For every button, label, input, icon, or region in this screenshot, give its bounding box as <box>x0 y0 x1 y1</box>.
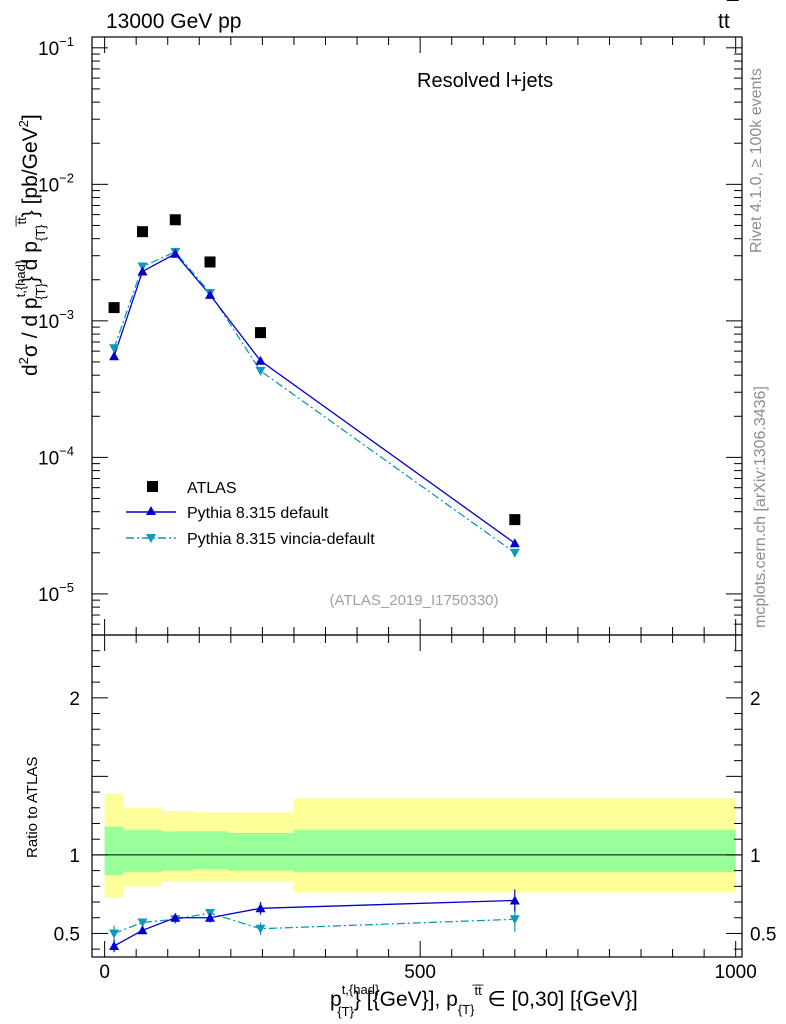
vincia-ratio-point <box>109 929 120 939</box>
default-ratio-point <box>509 895 520 905</box>
ratio-axis-ticks <box>92 635 742 957</box>
atlas-point <box>254 327 266 339</box>
ratio-y-axis-label: Ratio to ATLAS <box>24 757 41 858</box>
stat-uncertainty-band <box>161 831 193 871</box>
main-y-axis-label: d2σ / d pt,{had} {T}} d p{T}t̅t̅} [pb/GeV… <box>13 114 48 376</box>
default-point <box>255 355 266 365</box>
mcplots-label: mcplots.cern.ch [arXiv:1306.3436] <box>752 386 769 628</box>
atlas-point <box>204 256 216 268</box>
ratio-y-tick-labels: 2 2 1 1 0.5 0.5 <box>54 689 777 946</box>
vincia-ratio-line <box>113 912 515 935</box>
vincia-ratio-point <box>137 918 148 928</box>
default-line <box>113 252 516 544</box>
stat-uncertainty-band <box>192 831 228 870</box>
ratio-y-tick-label: 1 <box>69 846 80 867</box>
legend-vincia-marker <box>146 534 156 543</box>
ratio-y-tick-label-right: 1 <box>750 846 761 867</box>
ratio-y-tick-label-right: 2 <box>750 689 761 710</box>
x-axis-label: pt,{had} {T}} [{GeV}], p{T}t̅t̅ ∈ [0,30] … <box>330 982 638 1019</box>
default-point <box>137 266 148 276</box>
ratio-series-layer <box>109 889 520 953</box>
ratio-plot-frame <box>91 634 743 958</box>
ratio-x-tick-label: 1000 <box>715 962 757 983</box>
legend: ATLAS Pythia 8.315 default Pythia 8.315 … <box>126 480 375 548</box>
main-y-tick-label: 10−2 <box>38 170 74 196</box>
analysis-label: (ATLAS_2019_I1750330) <box>329 592 498 609</box>
main-y-tick-label: 10−5 <box>38 580 74 606</box>
vincia-point <box>509 548 520 558</box>
default-ratio-point <box>137 925 148 935</box>
default-point <box>109 351 120 361</box>
rivet-version-label: Rivet 4.1.0, ≥ 100k events <box>748 68 765 253</box>
ratio-y-tick-label: 0.5 <box>54 924 80 945</box>
stat-uncertainty-band <box>293 829 736 873</box>
legend-vincia-label: Pythia 8.315 vincia-default <box>187 531 375 548</box>
vincia-point <box>255 366 266 376</box>
default-point <box>170 248 181 258</box>
atlas-point <box>169 214 181 226</box>
main-y-tick-labels: 10−1 10−2 10−3 10−4 10−5 <box>38 34 74 606</box>
main-axis-ticks <box>92 37 742 635</box>
legend-atlas-marker <box>147 481 158 492</box>
atlas-point <box>509 514 521 526</box>
default-ratio-point <box>205 912 216 922</box>
atlas-point <box>136 226 148 238</box>
legend-atlas-label: ATLAS <box>187 480 237 497</box>
main-plot-title: Resolved l+jets <box>417 70 553 92</box>
ratio-y-tick-label: 2 <box>69 689 80 710</box>
default-ratio-point <box>255 903 266 913</box>
ratio-uncertainty-bands <box>104 793 736 898</box>
stat-uncertainty-band <box>123 829 162 873</box>
header-process-label: tt <box>718 10 730 33</box>
header-energy-label: 13000 GeV pp <box>106 10 241 33</box>
vincia-ratio-point <box>509 915 520 925</box>
default-ratio-point <box>109 941 120 951</box>
main-y-tick-label: 10−1 <box>38 34 74 60</box>
vincia-ratio-point <box>255 924 266 934</box>
default-ratio-line <box>113 899 515 947</box>
atlas-point <box>108 302 120 314</box>
stat-uncertainty-band <box>227 832 294 871</box>
stat-uncertainty-band <box>104 826 124 876</box>
header-process-overline: ¯ <box>726 0 739 21</box>
default-point <box>509 538 520 548</box>
default-ratio-point <box>170 912 181 922</box>
main-y-tick-label: 10−4 <box>38 443 74 469</box>
legend-default-label: Pythia 8.315 default <box>187 505 329 522</box>
vincia-line <box>113 251 516 554</box>
ratio-y-tick-label-right: 0.5 <box>750 924 776 945</box>
ratio-x-tick-label: 500 <box>404 962 436 983</box>
vincia-point <box>109 344 120 354</box>
ratio-x-tick-label: 0 <box>99 962 110 983</box>
ratio-x-tick-labels: 0 500 1000 <box>99 962 756 983</box>
main-y-tick-label: 10−3 <box>38 307 74 333</box>
main-series-layer <box>108 214 521 558</box>
legend-default-marker <box>146 506 156 515</box>
default-point <box>205 289 216 299</box>
